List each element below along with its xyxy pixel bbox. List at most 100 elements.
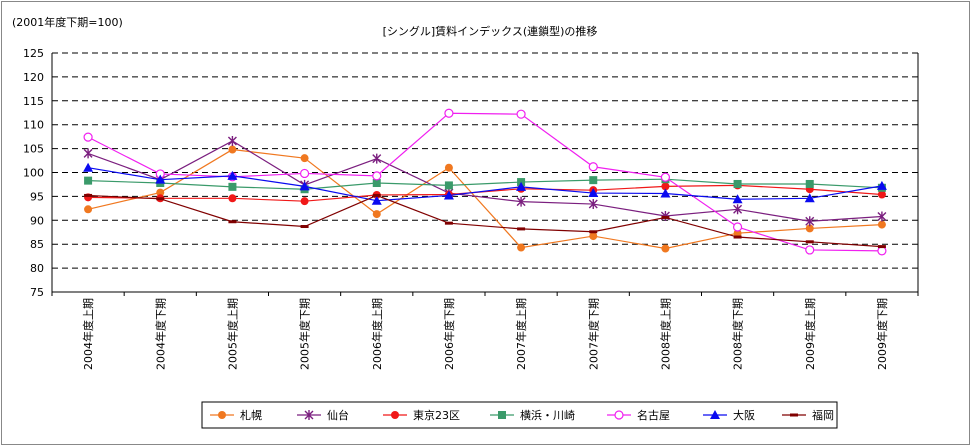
- marker-triangle: [732, 194, 743, 204]
- legend-label: 仙台: [327, 408, 349, 422]
- chart-title: [シングル]賃料インデックス(連鎖型)の推移: [383, 24, 598, 38]
- marker-circle: [444, 163, 453, 172]
- y-tick-label: 100: [23, 167, 44, 180]
- marker-circle: [589, 232, 598, 241]
- marker-triangle: [804, 193, 815, 203]
- unit-label: (2001年度下期=100): [12, 15, 123, 29]
- marker-square: [372, 179, 381, 188]
- marker-circle: [156, 188, 165, 197]
- marker-circle: [372, 210, 381, 219]
- marker-circle: [805, 224, 814, 233]
- marker-open-circle: [660, 172, 671, 182]
- marker-circle: [877, 220, 886, 229]
- series-5: [83, 108, 887, 256]
- legend-item: 福岡: [782, 408, 834, 422]
- x-tick-label: 2009年度下期: [875, 298, 889, 370]
- marker-circle: [300, 154, 309, 163]
- x-tick-label: 2006年度下期: [442, 298, 456, 370]
- y-tick-label: 125: [23, 47, 44, 60]
- marker-dash: [228, 220, 237, 224]
- marker-dash: [733, 235, 742, 239]
- marker-triangle: [83, 162, 94, 172]
- marker-square: [84, 176, 93, 185]
- marker-asterisk: [877, 211, 887, 222]
- y-tick-label: 90: [30, 214, 44, 227]
- y-tick-label: 120: [23, 71, 44, 84]
- marker-dash: [84, 193, 93, 197]
- series-line: [88, 194, 882, 248]
- marker-circle: [733, 229, 742, 238]
- marker-asterisk: [83, 148, 93, 159]
- marker-circle: [661, 244, 670, 253]
- marker-open-circle: [372, 171, 382, 181]
- marker-open-circle: [299, 168, 310, 179]
- legend-item: 大阪: [703, 408, 755, 422]
- series-1: [84, 145, 886, 253]
- marker-circle: [300, 197, 309, 206]
- marker-square: [805, 179, 814, 188]
- marker-triangle: [710, 410, 720, 419]
- x-tick-label: 2009年度上期: [803, 298, 817, 370]
- y-tick-label: 85: [30, 238, 44, 251]
- marker-asterisk: [304, 410, 314, 420]
- y-tick-label: 105: [23, 143, 44, 156]
- marker-open-circle: [732, 222, 743, 232]
- x-tick-label: 2008年度上期: [658, 298, 672, 370]
- marker-circle: [84, 205, 93, 214]
- marker-triangle: [660, 188, 671, 198]
- marker-dash: [517, 227, 526, 231]
- legend-label: 福岡: [812, 408, 834, 422]
- marker-circle: [661, 182, 670, 191]
- marker-dash: [444, 221, 453, 225]
- marker-triangle: [227, 170, 238, 180]
- marker-square: [498, 411, 506, 419]
- legend-item: 札幌: [210, 408, 262, 422]
- legend-item: 東京23区: [383, 408, 460, 422]
- marker-dash: [156, 197, 165, 201]
- marker-circle: [517, 243, 526, 252]
- legend-label: 大阪: [733, 408, 755, 422]
- marker-circle: [391, 411, 399, 419]
- marker-dash: [372, 193, 381, 197]
- marker-circle: [228, 194, 237, 203]
- marker-dash: [805, 240, 814, 244]
- marker-asterisk: [805, 216, 815, 227]
- marker-open-circle: [805, 245, 815, 255]
- marker-open-circle: [877, 246, 887, 256]
- marker-dash: [300, 225, 309, 229]
- series-line: [88, 178, 882, 190]
- x-tick-label: 2007年度上期: [514, 298, 528, 370]
- marker-open-circle: [614, 410, 624, 420]
- legend-item: 名古屋: [607, 408, 670, 422]
- marker-asterisk: [372, 153, 382, 164]
- marker-dash: [790, 413, 798, 417]
- x-tick-label: 2004年度下期: [153, 298, 167, 370]
- marker-triangle: [876, 180, 887, 190]
- marker-triangle: [155, 174, 166, 184]
- y-tick-label: 95: [30, 190, 44, 203]
- x-tick-label: 2005年度上期: [225, 298, 239, 370]
- x-tick-label: 2005年度下期: [298, 298, 312, 370]
- marker-open-circle: [444, 108, 454, 118]
- marker-triangle: [516, 181, 527, 191]
- series-line: [87, 140, 882, 222]
- marker-asterisk: [588, 199, 598, 210]
- marker-asterisk: [733, 204, 743, 215]
- series-6: [83, 162, 887, 205]
- marker-open-circle: [83, 132, 93, 142]
- x-tick-label: 2007年度下期: [586, 298, 600, 370]
- marker-circle: [877, 190, 886, 199]
- marker-square: [228, 182, 237, 191]
- marker-triangle: [588, 188, 599, 198]
- series-line: [87, 148, 882, 250]
- series-7: [84, 193, 886, 249]
- series-line: [87, 167, 883, 202]
- marker-circle: [228, 145, 237, 154]
- x-tick-label: 2008年度下期: [731, 298, 745, 370]
- marker-square: [733, 179, 742, 188]
- marker-open-circle: [516, 109, 526, 119]
- marker-dash: [589, 230, 598, 234]
- legend-label: 東京23区: [413, 408, 460, 422]
